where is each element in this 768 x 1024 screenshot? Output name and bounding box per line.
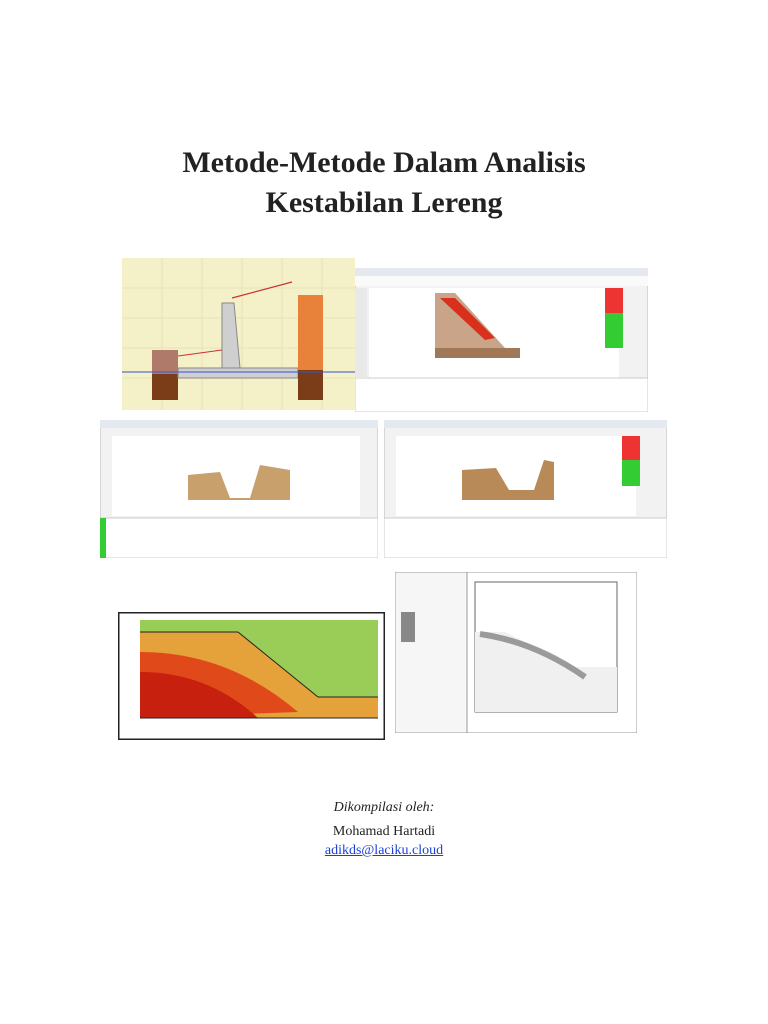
feadslope-plot — [395, 572, 637, 733]
email-link[interactable]: adikds@laciku.cloud — [324, 843, 444, 858]
slope-contour-plot — [118, 612, 385, 740]
software-screenshot — [355, 268, 648, 412]
title-line: Metode-Metode Dalam Analisis — [182, 146, 586, 179]
software-screenshot — [100, 420, 378, 558]
title-line: Kestabilan Lereng — [265, 186, 503, 219]
author-name: Mohamad Hartadi — [332, 824, 436, 839]
software-screenshot — [384, 420, 667, 558]
wall-diagram — [122, 258, 355, 410]
credit-label: Dikompilasi oleh: — [333, 800, 435, 815]
